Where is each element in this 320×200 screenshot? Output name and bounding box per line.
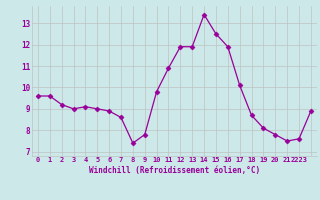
X-axis label: Windchill (Refroidissement éolien,°C): Windchill (Refroidissement éolien,°C): [89, 166, 260, 175]
